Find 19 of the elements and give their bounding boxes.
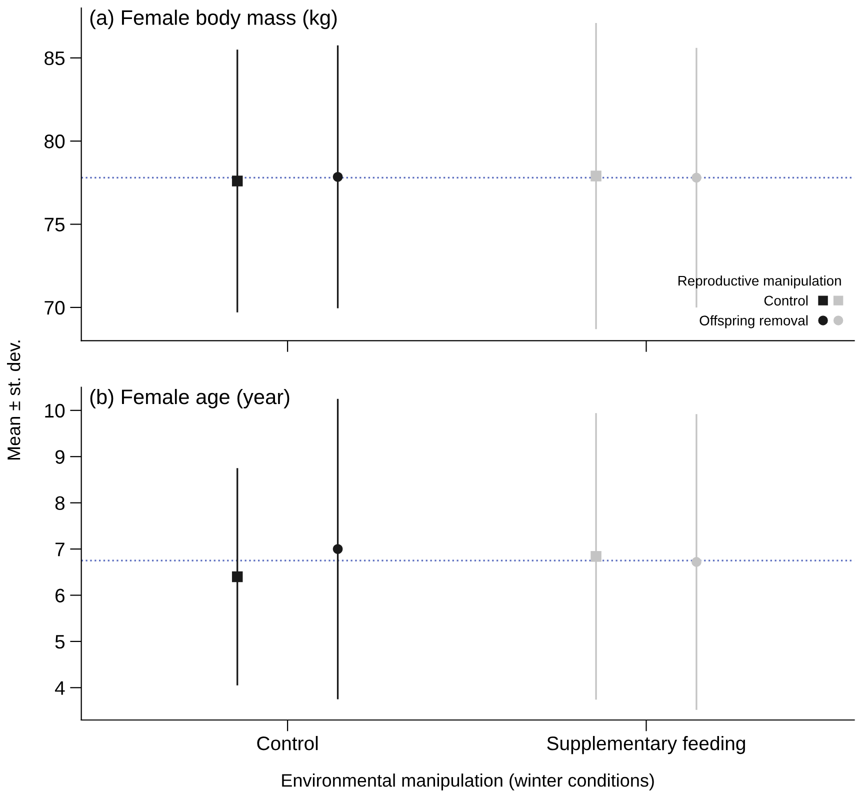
legend-label: Offspring removal xyxy=(700,315,808,328)
legend-title: Reproductive manipulation xyxy=(678,275,841,288)
legend-label: Control xyxy=(764,295,808,306)
y-tick-label: 80 xyxy=(44,134,65,148)
y-tick-label: 75 xyxy=(44,218,65,232)
y-tick-label: 85 xyxy=(44,51,65,66)
y-tick-label: 70 xyxy=(44,300,65,315)
y-tick-label: 9 xyxy=(55,450,64,464)
x-tick-label: Supplementary feeding xyxy=(547,736,745,754)
y-tick-label: 7 xyxy=(56,542,64,556)
y-tick-label: 6 xyxy=(56,588,64,602)
chart-title: (b) Female age (year) xyxy=(90,388,290,408)
y-tick-label: 4 xyxy=(54,681,65,695)
chart-title: (a) Female body mass (kg) xyxy=(90,10,337,30)
y-axis-title: Mean ± st. dev. xyxy=(6,340,20,460)
y-tick-label: 5 xyxy=(55,635,65,649)
y-tick-label: 10 xyxy=(45,404,65,418)
y-tick-label: 8 xyxy=(55,496,65,510)
x-axis-title: Environmental manipulation (winter conditions) xyxy=(282,774,654,790)
